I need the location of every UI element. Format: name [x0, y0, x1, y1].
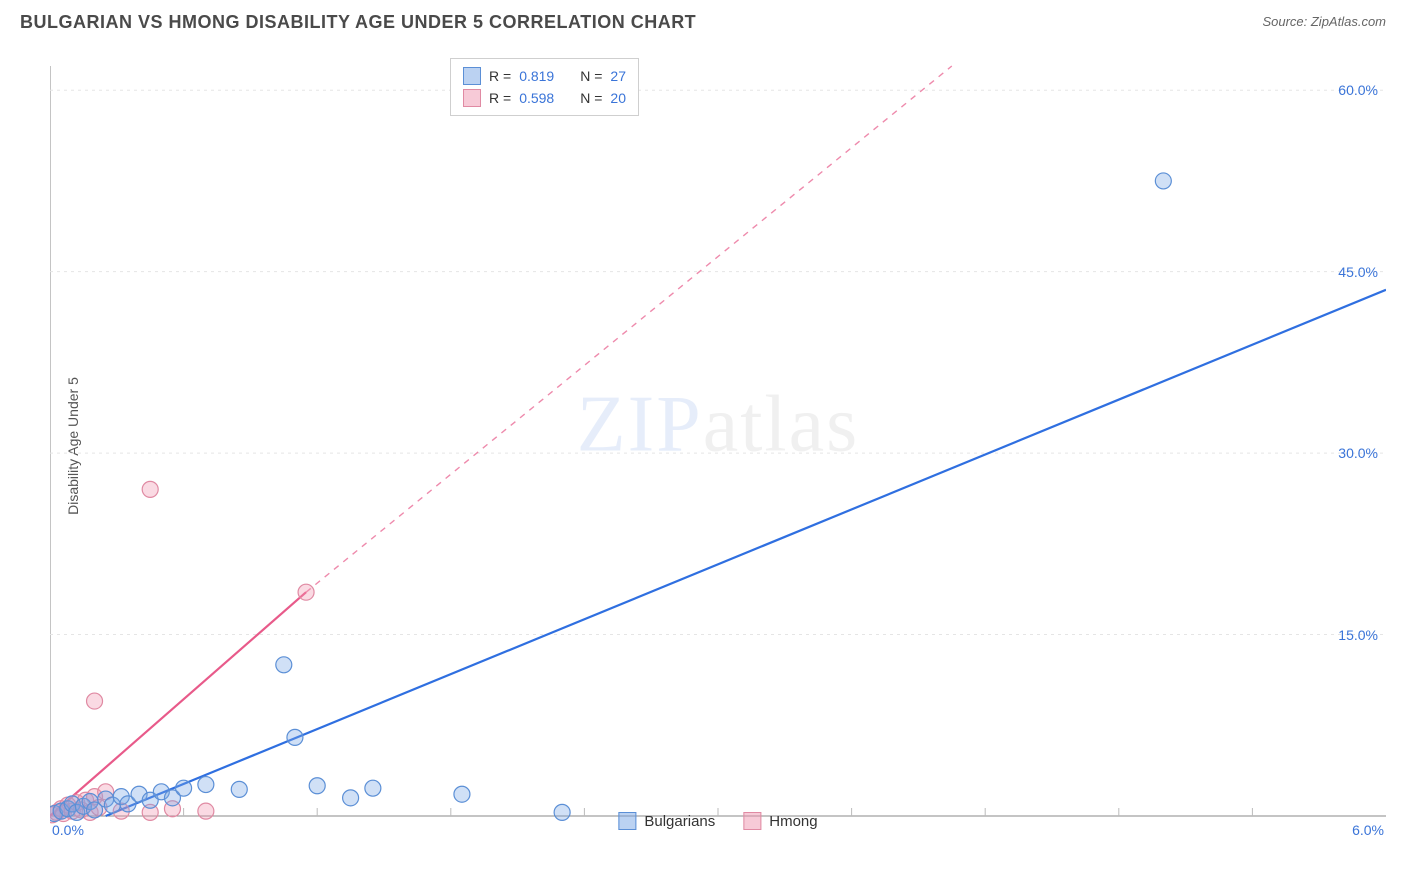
chart-svg [50, 46, 1386, 836]
y-tick-label: 30.0% [1338, 445, 1378, 461]
legend-r-label: R = [489, 68, 511, 84]
legend-swatch [743, 812, 761, 830]
chart-container: BULGARIAN VS HMONG DISABILITY AGE UNDER … [0, 0, 1406, 892]
legend-swatch [618, 812, 636, 830]
legend-swatch [463, 67, 481, 85]
legend-series-label: Bulgarians [644, 813, 715, 830]
legend-r-value: 0.819 [519, 68, 554, 84]
legend-r-value: 0.598 [519, 90, 554, 106]
legend-n-value: 27 [610, 68, 626, 84]
legend-n-label: N = [580, 90, 602, 106]
legend-series-label: Hmong [769, 813, 817, 830]
y-tick-label: 45.0% [1338, 264, 1378, 280]
y-tick-label: 15.0% [1338, 627, 1378, 643]
legend-stats-row: R = 0.598 N = 20 [463, 87, 626, 109]
legend-swatch [463, 89, 481, 107]
legend-series: Bulgarians Hmong [618, 812, 817, 830]
legend-n-label: N = [580, 68, 602, 84]
legend-series-item: Hmong [743, 812, 817, 830]
chart-title: BULGARIAN VS HMONG DISABILITY AGE UNDER … [20, 12, 1386, 33]
legend-stats: R = 0.819 N = 27 R = 0.598 N = 20 [450, 58, 639, 116]
legend-n-value: 20 [610, 90, 626, 106]
x-tick-label: 6.0% [1352, 822, 1384, 838]
source-label: Source: ZipAtlas.com [1262, 14, 1386, 29]
x-tick-label: 0.0% [52, 822, 84, 838]
title-bar: BULGARIAN VS HMONG DISABILITY AGE UNDER … [0, 0, 1406, 46]
legend-stats-row: R = 0.819 N = 27 [463, 65, 626, 87]
y-tick-label: 60.0% [1338, 82, 1378, 98]
legend-series-item: Bulgarians [618, 812, 715, 830]
plot-area: ZIPatlas R =0.819N =27R =0.598N =20 Bulg… [50, 46, 1386, 836]
legend-r-label: R = [489, 90, 511, 106]
